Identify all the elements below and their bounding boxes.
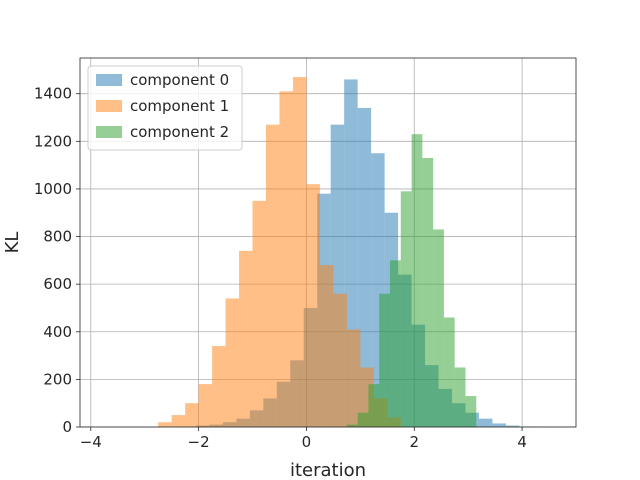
histogram-bar — [158, 422, 172, 427]
x-tick-label: −4 — [80, 433, 102, 451]
histogram-bar — [292, 77, 307, 427]
y-tick-label: 800 — [43, 228, 72, 246]
legend-label: component 2 — [130, 123, 229, 141]
histogram-bars — [158, 77, 547, 428]
histogram-bar — [266, 124, 280, 427]
histogram-bar — [411, 134, 423, 427]
series-1-bars — [158, 77, 401, 427]
histogram-bar — [357, 107, 372, 428]
legend-label: component 1 — [130, 97, 229, 115]
plot-frame — [79, 57, 577, 428]
legend-label: component 0 — [130, 71, 229, 89]
histogram-bar — [492, 423, 506, 427]
histogram-bar — [225, 298, 240, 427]
y-tick-label: 200 — [43, 370, 72, 388]
histogram-bar — [357, 412, 369, 427]
axis-ticks: −4 −2 0 2 4 0 200 400 600 800 1000 1200 1400 — [34, 85, 527, 451]
legend-swatch — [96, 126, 122, 138]
histogram-bar — [478, 418, 493, 427]
histogram-bar — [379, 293, 390, 427]
histogram-bar — [279, 91, 293, 427]
histogram-bar — [346, 329, 361, 427]
y-tick-label: 400 — [43, 323, 72, 341]
y-tick-label: 0 — [62, 418, 72, 436]
legend-box — [87, 65, 243, 151]
y-tick-label: 1400 — [34, 85, 72, 103]
histogram-bar — [306, 184, 320, 427]
y-tick-label: 1200 — [34, 132, 72, 150]
y-tick-label: 1000 — [34, 180, 72, 198]
histogram-bar — [171, 415, 186, 427]
histogram-bar — [368, 384, 380, 427]
x-tick-label: 4 — [517, 433, 527, 451]
histogram-bar — [505, 425, 520, 427]
x-tick-label: 2 — [409, 433, 419, 451]
histogram-bar — [319, 265, 334, 427]
histogram-bar — [433, 229, 444, 427]
histogram-bar — [443, 317, 455, 427]
y-tick-label: 600 — [43, 275, 72, 293]
x-axis-label: iteration — [290, 460, 366, 480]
x-tick-label: −2 — [188, 433, 210, 451]
histogram-bar — [198, 384, 213, 427]
legend-swatch — [96, 100, 122, 112]
histogram-bar — [400, 191, 412, 427]
y-axis-label: KL — [2, 232, 23, 254]
histogram-bar — [212, 346, 226, 427]
series-2-bars — [346, 134, 477, 427]
x-tick-label: 0 — [302, 433, 312, 451]
histogram-bar — [333, 293, 347, 427]
histogram-bar — [422, 157, 434, 427]
histogram-bar — [185, 403, 199, 427]
histogram-bar — [390, 260, 401, 427]
legend-swatch — [96, 74, 122, 86]
histogram-bar — [346, 424, 358, 427]
histogram-bar — [252, 200, 266, 427]
histogram-bar — [239, 250, 253, 427]
legend: component 0 component 1 component 2 — [87, 65, 243, 151]
histogram-bar — [454, 367, 466, 427]
histogram-bar — [465, 396, 477, 427]
